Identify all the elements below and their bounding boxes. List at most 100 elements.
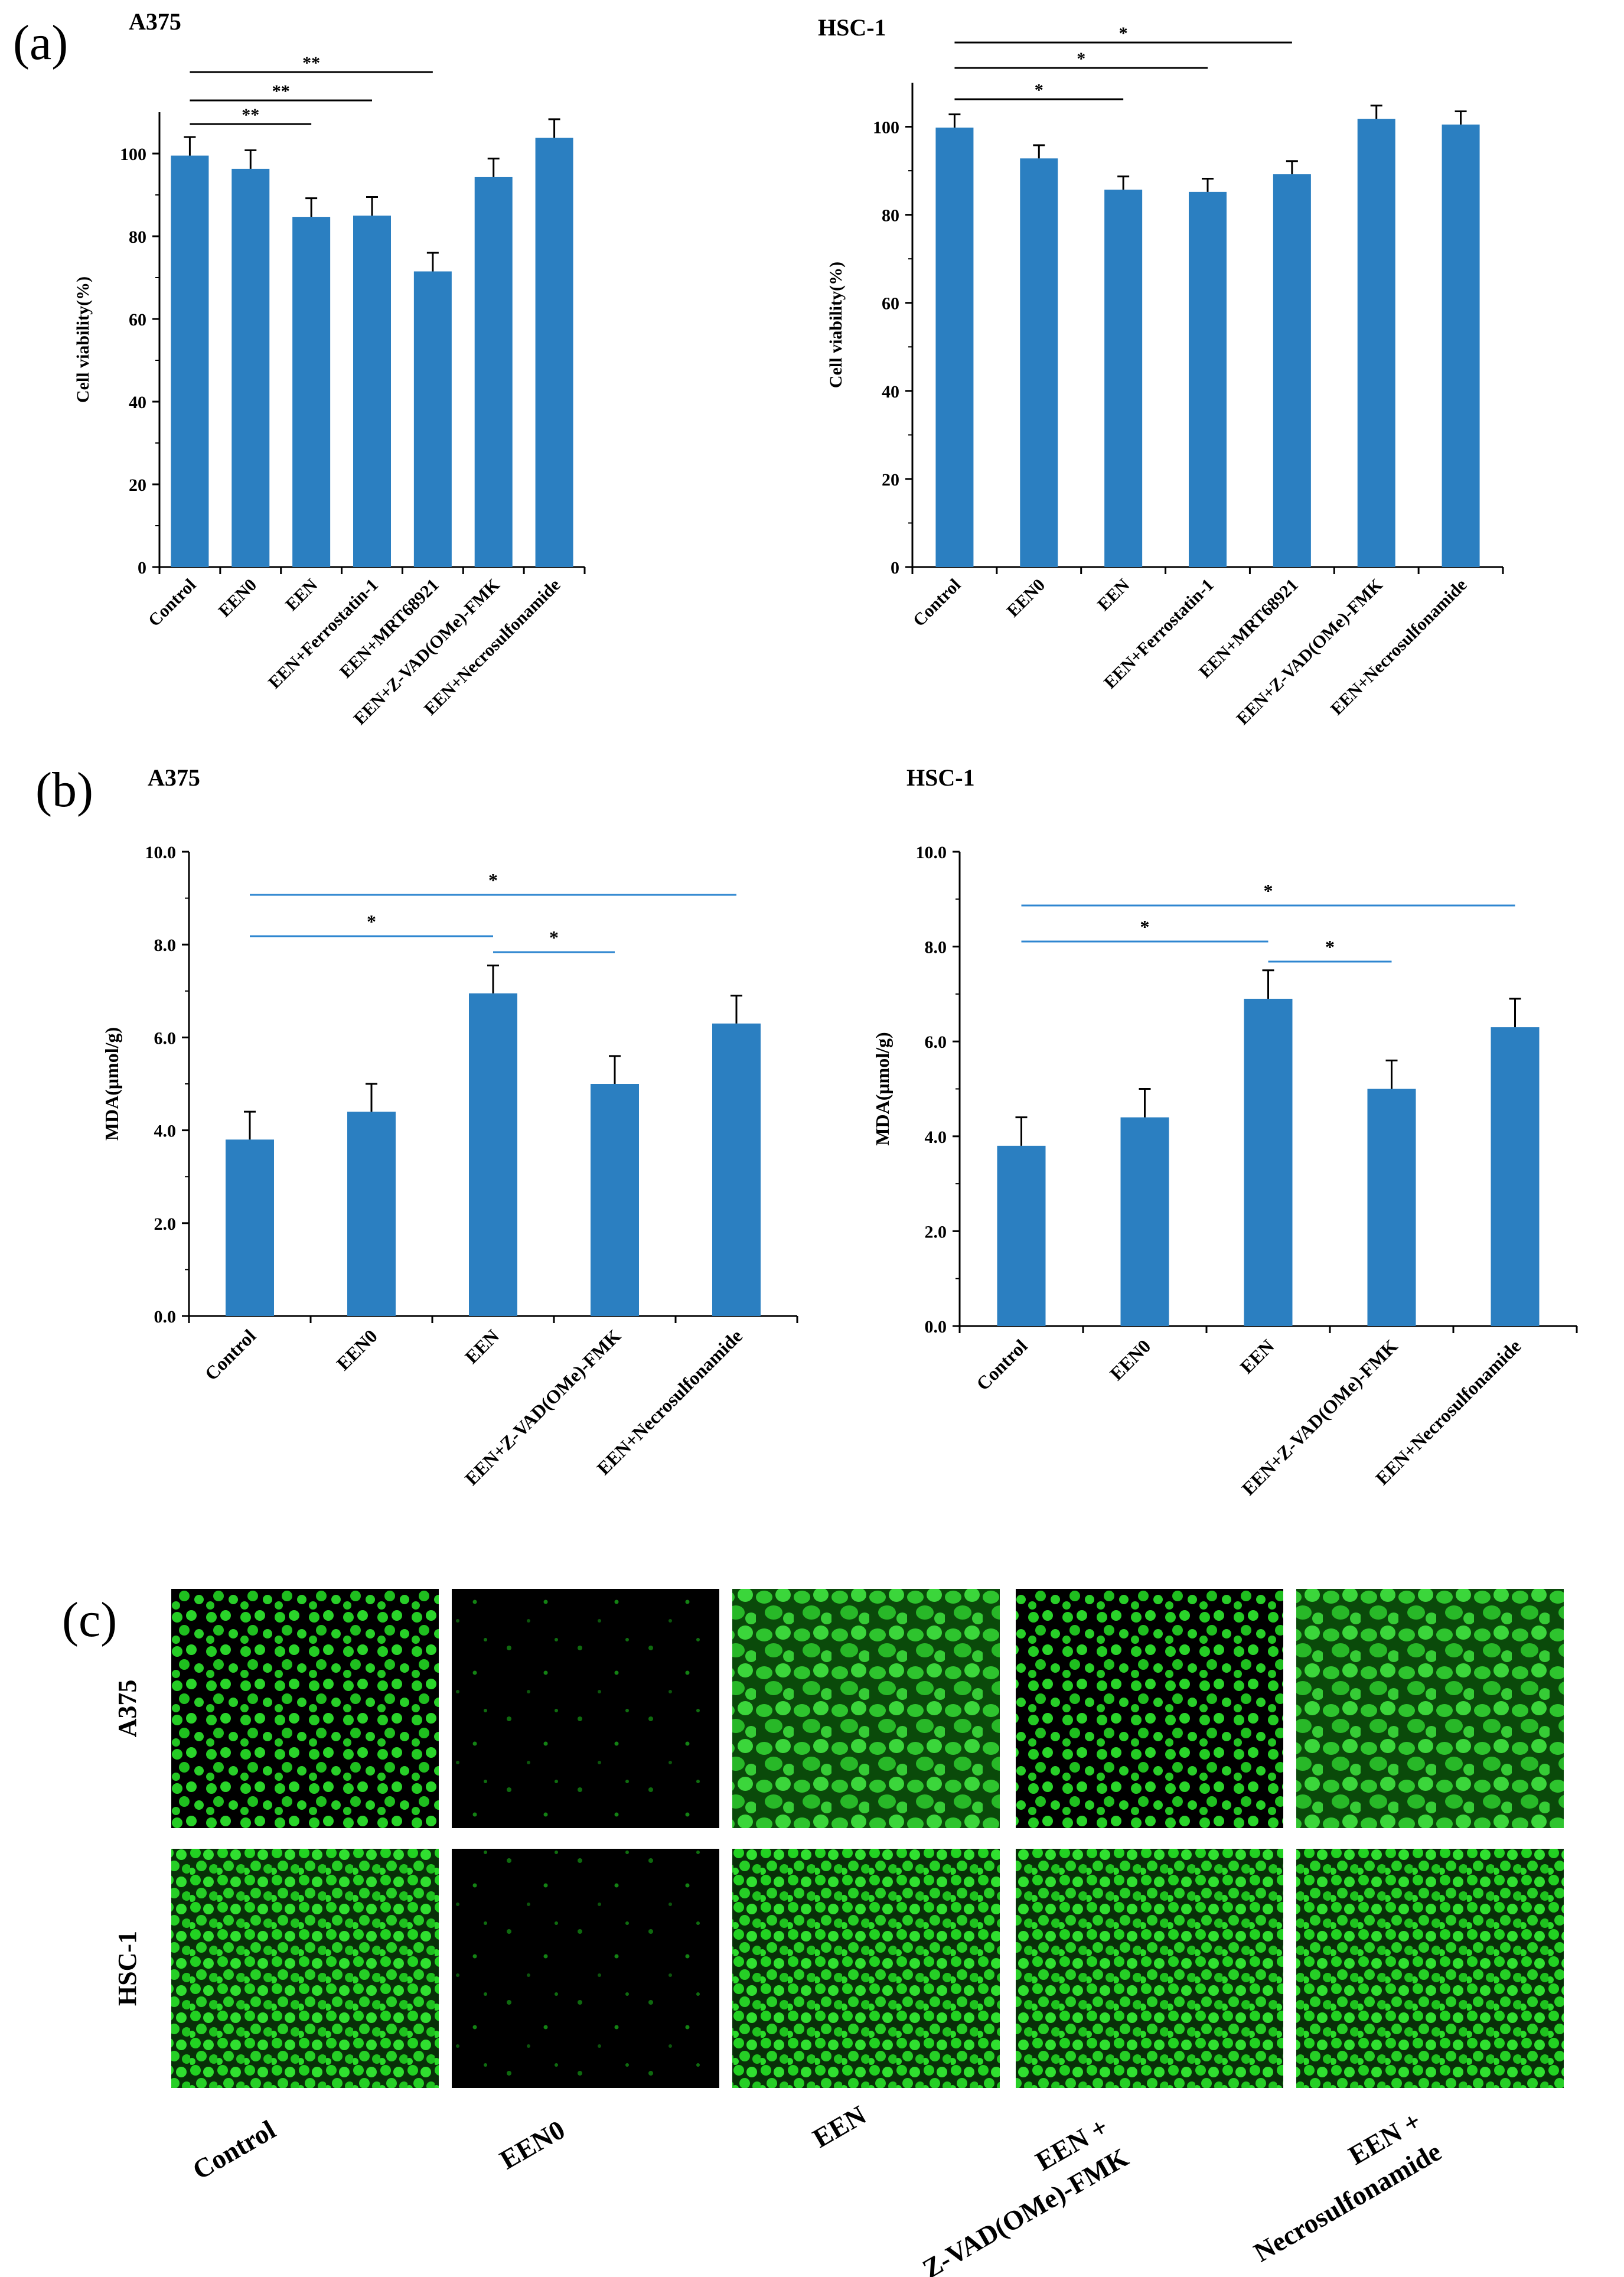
micrograph-image	[1296, 1849, 1564, 2088]
significance-label: *	[367, 911, 376, 932]
significance-label: *	[1140, 916, 1150, 937]
x-tick-label: EEN+Ferrostatin-1	[265, 575, 382, 693]
x-tick-label: EEN	[1094, 575, 1133, 614]
micrograph-column-label: Z-VAD(OMe)-FMK	[917, 2142, 1133, 2277]
significance-label: **	[272, 82, 290, 101]
chart-title: HSC-1	[906, 764, 975, 791]
y-tick-label: 20	[882, 470, 899, 490]
x-tick-label: EEN	[461, 1325, 503, 1367]
y-tick-label: 60	[882, 294, 899, 314]
significance-label: **	[302, 53, 320, 73]
y-axis-label: MDA(μmol/g)	[872, 1032, 893, 1145]
x-tick-label: EEN0	[1003, 575, 1049, 621]
micrograph-row-label: HSC-1	[113, 1931, 142, 2006]
bar	[1104, 190, 1143, 567]
y-tick-label: 80	[882, 206, 899, 226]
bar	[1367, 1089, 1416, 1326]
y-axis-label: Cell viability(%)	[826, 262, 846, 388]
bar	[1189, 191, 1227, 567]
x-tick-label: EEN+Necrosulfonamide	[1327, 575, 1471, 719]
micrograph-image	[171, 1589, 439, 1828]
micrograph-column-label: EEN0	[495, 2114, 570, 2175]
y-tick-label: 10.0	[916, 843, 947, 862]
micrograph-column-label: Necrosulfonamide	[1248, 2136, 1446, 2268]
micrograph-row-label: A375	[113, 1680, 142, 1738]
x-tick-label: EEN0	[215, 575, 261, 621]
y-tick-label: 8.0	[925, 938, 947, 957]
y-tick-label: 4.0	[925, 1128, 947, 1147]
y-tick-label: 10.0	[145, 843, 177, 862]
bar	[413, 271, 452, 567]
y-tick-label: 6.0	[925, 1032, 947, 1052]
y-tick-label: 100	[873, 118, 899, 138]
significance-label: **	[242, 105, 259, 125]
x-tick-label: EEN	[1235, 1335, 1278, 1377]
y-tick-label: 0.0	[925, 1317, 947, 1337]
bar	[1357, 119, 1395, 568]
bar	[1273, 174, 1311, 567]
x-tick-label: EEN+Z-VAD(OMe)-FMK	[1233, 575, 1387, 729]
bar	[535, 138, 573, 567]
micrograph-column-label: EEN	[808, 2099, 871, 2153]
micrograph-image	[452, 1589, 719, 1828]
x-tick-label: Control	[972, 1335, 1032, 1395]
significance-label: *	[1035, 80, 1043, 100]
significance-label: *	[549, 927, 559, 948]
chart-a-hsc1: HSC-1 0 20 40 60 80 100 Cell viability(%) Contro…	[818, 14, 1504, 729]
chart-title: A375	[129, 8, 181, 35]
bar	[231, 168, 270, 567]
x-tick-label: Control	[200, 1325, 260, 1385]
significance-label: *	[488, 869, 498, 891]
x-tick-label: EEN0	[1106, 1335, 1155, 1384]
micrograph-image	[1296, 1589, 1564, 1828]
y-tick-label: 80	[129, 227, 146, 247]
bar	[712, 1023, 761, 1316]
chart-b-a375: A375 0.0 2.0 4.0 6.0 8.0 10.0 MDA(μmol/g) Contro…	[101, 764, 798, 1489]
y-tick-label: 60	[129, 310, 146, 330]
y-tick-label: 0	[138, 558, 146, 578]
micrograph-image	[732, 1589, 1000, 1828]
bar	[292, 217, 331, 568]
bar	[469, 993, 517, 1316]
y-tick-label: 0	[891, 558, 899, 578]
bar	[474, 177, 513, 567]
panel-label-a: (a)	[13, 15, 68, 70]
y-tick-label: 4.0	[154, 1122, 177, 1141]
y-axis-label: MDA(μmol/g)	[101, 1027, 122, 1141]
significance-label: *	[1119, 24, 1128, 43]
chart-title: HSC-1	[818, 14, 886, 41]
bar	[1244, 998, 1293, 1326]
micrograph-image	[732, 1849, 1000, 2088]
x-tick-label: Control	[909, 575, 965, 631]
bar	[1020, 158, 1058, 568]
y-tick-label: 8.0	[154, 936, 177, 955]
significance-label: *	[1264, 880, 1273, 901]
significance-label: *	[1325, 936, 1335, 957]
bar	[226, 1139, 274, 1316]
micrograph-image	[171, 1849, 439, 2088]
micrograph-image	[1016, 1589, 1283, 1828]
chart-title: A375	[148, 764, 200, 791]
panel-label-b: (b)	[35, 763, 93, 817]
x-tick-label: Control	[145, 575, 200, 631]
bar	[171, 155, 209, 567]
panel-label-c: (c)	[62, 1592, 117, 1647]
bar	[1491, 1027, 1540, 1326]
y-tick-label: 100	[120, 145, 146, 164]
x-tick-label: EEN	[282, 575, 321, 614]
y-tick-label: 20	[129, 475, 146, 495]
micrograph-column-label: Control	[187, 2114, 281, 2185]
chart-a-a375: A375 0 20 40 60 80 100 Cell viability(%) Control…	[73, 8, 586, 729]
significance-label: *	[1077, 49, 1085, 69]
y-tick-label: 6.0	[154, 1028, 177, 1048]
y-tick-label: 40	[129, 393, 146, 412]
bar	[353, 216, 391, 567]
bar	[1120, 1117, 1169, 1326]
y-tick-label: 2.0	[925, 1222, 947, 1242]
y-tick-label: 40	[882, 382, 899, 402]
y-axis-label: Cell viability(%)	[73, 276, 93, 403]
micrograph-image	[452, 1849, 719, 2088]
x-tick-label: EEN0	[332, 1325, 381, 1374]
